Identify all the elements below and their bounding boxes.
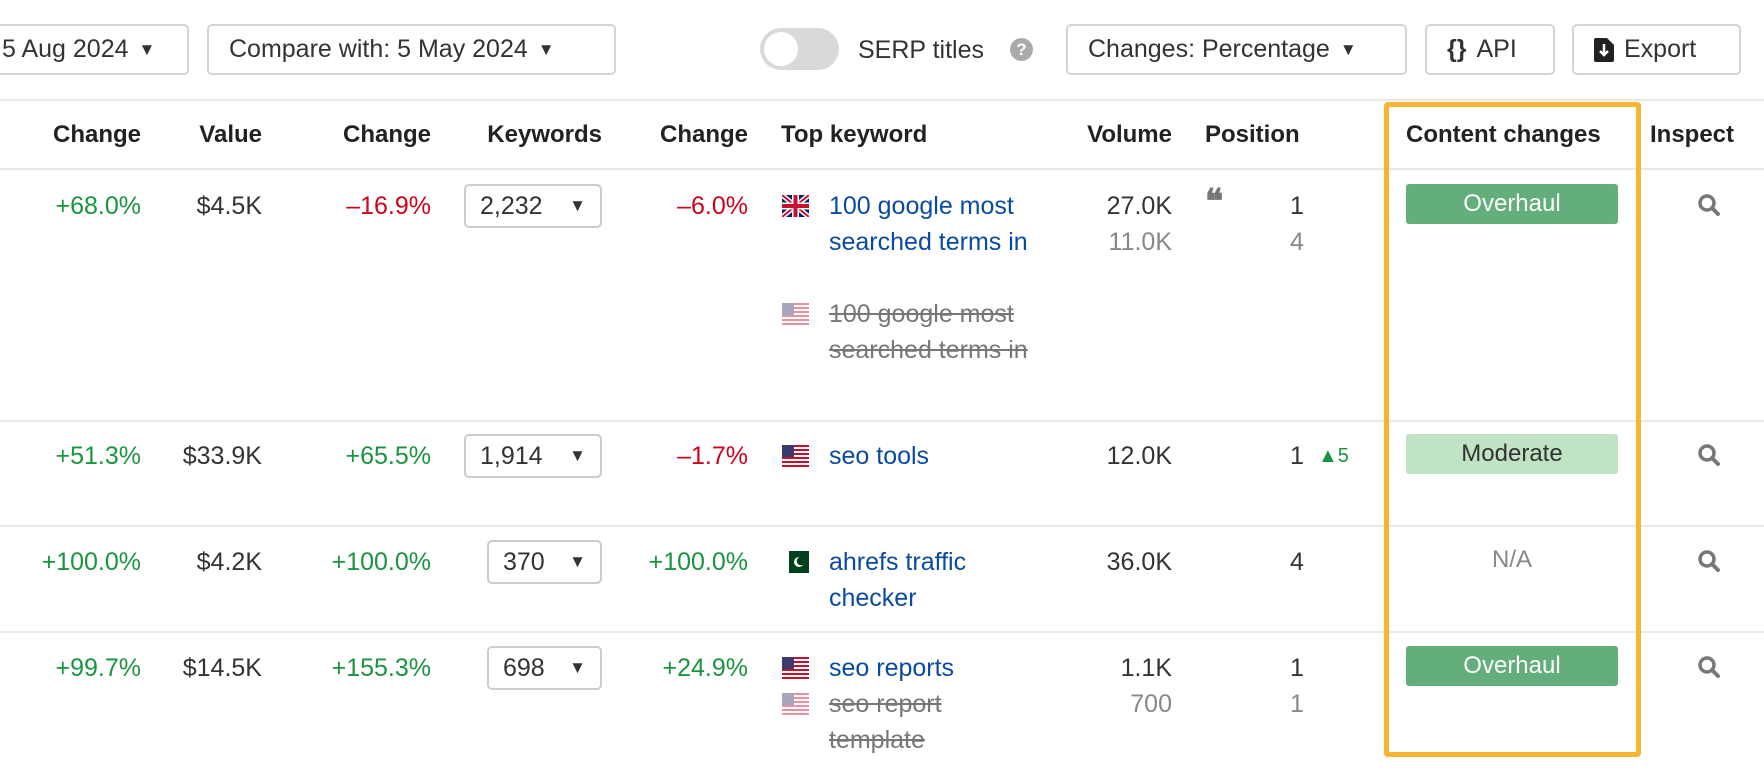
divider <box>0 525 1764 527</box>
value: $33.9K <box>182 442 262 470</box>
content-change-badge[interactable]: Overhaul <box>1406 184 1618 224</box>
arrow-up-icon: ▲ <box>1318 445 1338 467</box>
toggle-knob <box>764 32 798 66</box>
top-keyword-link[interactable]: ahrefs traffic checker <box>829 548 967 612</box>
keywords-dropdown[interactable]: 698 ▼ <box>487 646 602 690</box>
top-keyword-link[interactable]: seo reports <box>829 654 955 682</box>
keywords-change: +100.0% <box>648 548 748 576</box>
search-icon[interactable] <box>1697 193 1721 217</box>
search-icon[interactable] <box>1697 655 1721 679</box>
keywords-dropdown[interactable]: 1,914 ▼ <box>464 434 602 478</box>
export-label: Export <box>1624 35 1697 63</box>
keywords-count: 1,914 <box>480 441 543 470</box>
us-flag-icon <box>782 693 809 715</box>
caret-down-icon: ▼ <box>537 39 555 59</box>
value-change: +100.0% <box>331 548 431 576</box>
header-keywords[interactable]: Keywords <box>487 121 602 148</box>
content-change-badge[interactable]: Overhaul <box>1406 646 1618 686</box>
caret-down-icon: ▼ <box>138 39 156 59</box>
previous-position: 4 <box>1290 228 1304 256</box>
divider <box>0 168 1764 170</box>
previous-position: 1 <box>1290 690 1304 718</box>
date-label: 5 Aug 2024 <box>2 35 129 63</box>
keywords-change: –1.7% <box>677 442 748 470</box>
volume: 36.0K <box>1106 548 1172 576</box>
keywords-dropdown[interactable]: 370 ▼ <box>487 540 602 584</box>
keywords-change: –6.0% <box>677 192 748 220</box>
top-keyword-link[interactable]: seo tools <box>829 442 930 470</box>
position: 4 <box>1290 548 1304 576</box>
quote-icon: ❝ <box>1205 182 1224 222</box>
us-flag-icon <box>782 657 809 679</box>
uk-flag-icon <box>782 195 809 217</box>
header-value-change[interactable]: Change <box>342 121 431 148</box>
divider <box>0 631 1764 633</box>
api-button[interactable]: {} API <box>1425 24 1555 75</box>
search-icon[interactable] <box>1697 549 1721 573</box>
changes-label: Changes: Percentage <box>1088 35 1330 63</box>
caret-down-icon: ▼ <box>569 658 586 677</box>
position: 1 <box>1290 654 1304 682</box>
compare-label: Compare with: 5 May 2024 <box>229 35 528 63</box>
traffic-change: +51.3% <box>55 442 142 470</box>
volume: 27.0K <box>1106 192 1172 220</box>
header-traffic-change[interactable]: Change <box>52 121 141 148</box>
serp-titles-toggle[interactable] <box>760 28 839 70</box>
compare-with-select[interactable]: Compare with: 5 May 2024 ▼ <box>207 24 616 75</box>
caret-down-icon: ▼ <box>1339 39 1357 59</box>
us-flag-icon <box>782 445 809 467</box>
date-select[interactable]: 5 Aug 2024 ▼ <box>0 24 189 75</box>
previous-volume: 700 <box>1130 690 1172 718</box>
value-change: +65.5% <box>345 442 432 470</box>
value: $4.5K <box>196 192 262 220</box>
previous-keyword: 100 google most searched terms in <box>829 300 1028 364</box>
position-delta: 5 <box>1337 445 1349 467</box>
content-changes-highlight <box>1384 102 1641 757</box>
traffic-change: +99.7% <box>55 654 142 682</box>
header-keywords-change[interactable]: Change <box>659 121 748 148</box>
header-position[interactable]: Position <box>1205 121 1300 148</box>
keywords-dropdown[interactable]: 2,232 ▼ <box>464 184 602 228</box>
value-change: –16.9% <box>346 192 431 220</box>
divider <box>0 99 1764 101</box>
volume: 12.0K <box>1106 442 1172 470</box>
caret-down-icon: ▼ <box>569 446 586 465</box>
previous-volume: 11.0K <box>1108 228 1172 256</box>
previous-keyword: seo report template <box>829 690 942 754</box>
value-change: +155.3% <box>331 654 431 682</box>
serp-titles-label: SERP titles <box>858 36 984 64</box>
traffic-change: +100.0% <box>41 548 141 576</box>
keywords-count: 370 <box>503 547 545 576</box>
header-top-keyword[interactable]: Top keyword <box>781 121 928 148</box>
export-button[interactable]: Export <box>1572 24 1741 75</box>
header-value[interactable]: Value <box>199 121 262 148</box>
keywords-count: 698 <box>503 653 545 682</box>
position: 1 <box>1290 442 1304 470</box>
download-file-icon <box>1594 37 1614 62</box>
api-label: API <box>1476 35 1517 63</box>
braces-icon: {} <box>1447 35 1467 63</box>
position-up-delta: ▲5 <box>1318 445 1349 468</box>
changes-mode-select[interactable]: Changes: Percentage ▼ <box>1066 24 1407 75</box>
content-change-badge[interactable]: Moderate <box>1406 434 1618 474</box>
traffic-change: +68.0% <box>55 192 142 220</box>
us-flag-icon <box>782 303 809 325</box>
search-icon[interactable] <box>1697 443 1721 467</box>
header-volume[interactable]: Volume <box>1087 121 1172 148</box>
content-change-na: N/A <box>1491 546 1532 573</box>
header-content-changes[interactable]: Content changes <box>1406 121 1601 148</box>
keywords-count: 2,232 <box>480 191 543 220</box>
divider <box>0 420 1764 422</box>
pakistan-flag-icon <box>782 551 809 573</box>
keywords-change: +24.9% <box>662 654 749 682</box>
header-inspect: Inspect <box>1650 121 1735 148</box>
value: $14.5K <box>182 654 262 682</box>
volume: 1.1K <box>1120 654 1172 682</box>
caret-down-icon: ▼ <box>569 552 586 571</box>
top-keyword-link[interactable]: 100 google most searched terms in <box>829 192 1028 256</box>
value: $4.2K <box>196 548 262 576</box>
position: 1 <box>1290 192 1304 220</box>
help-icon[interactable]: ? <box>1010 38 1033 61</box>
caret-down-icon: ▼ <box>569 196 586 215</box>
